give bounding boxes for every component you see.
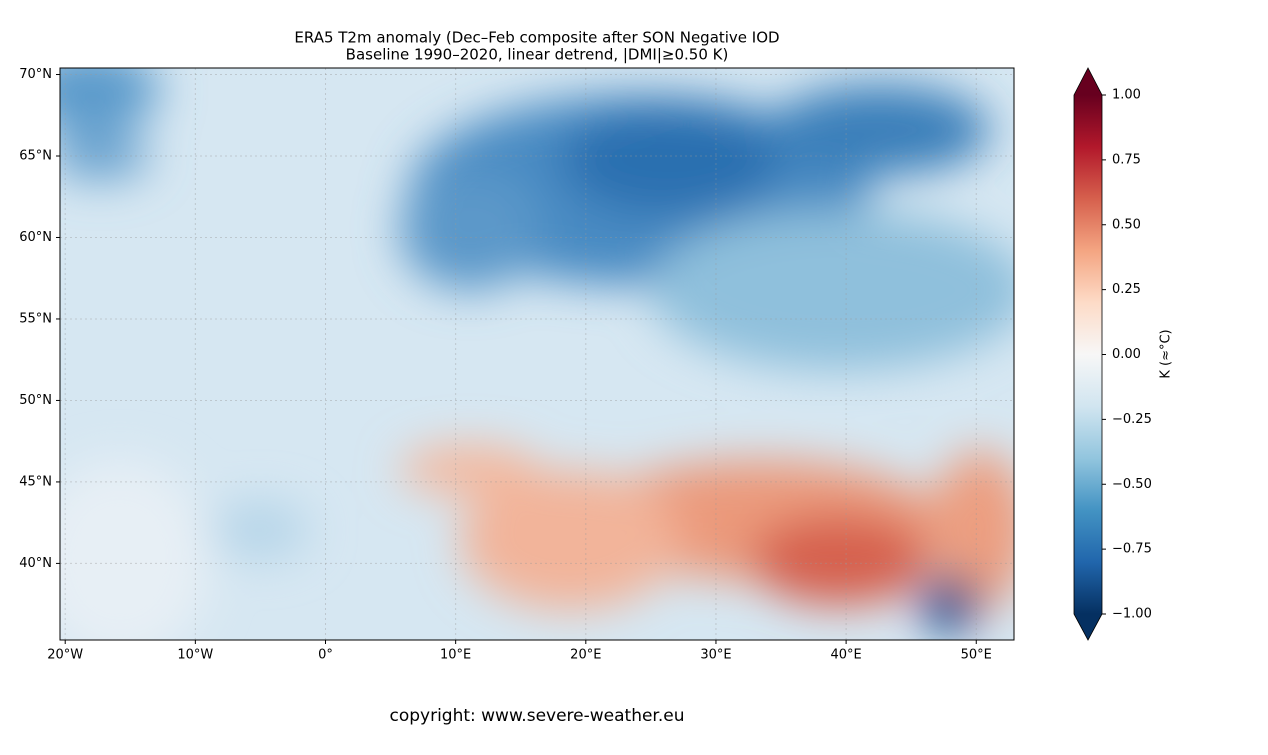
y-tick-label: 45°N (19, 474, 52, 489)
colorbar-tick-label: −0.25 (1112, 412, 1152, 427)
copyright: copyright: www.severe-weather.eu (389, 706, 684, 726)
x-tick-label: 20°E (570, 648, 601, 663)
colorbar-tick-label: 0.50 (1112, 217, 1141, 232)
grid (60, 68, 1014, 640)
chart-title: ERA5 T2m anomaly (Dec–Feb composite afte… (294, 29, 779, 47)
colorbar-tick-label: 0.25 (1112, 282, 1141, 297)
colorbar-tick-label: −0.50 (1112, 477, 1152, 492)
map-frame (59, 67, 1015, 641)
colorbar-tick-label: 0.75 (1112, 152, 1141, 167)
x-tick-label: 40°E (830, 648, 861, 663)
y-tick-label: 50°N (19, 393, 52, 408)
colorbar-bar (1074, 95, 1102, 614)
y-tick-label: 55°N (19, 311, 52, 326)
colorbar-label: K (≈°C) (1159, 329, 1174, 378)
y-tick-label: 40°N (19, 556, 52, 571)
x-tick-label: 10°E (440, 648, 471, 663)
y-tick-label: 65°N (19, 149, 52, 164)
x-tick-label: 30°E (700, 648, 731, 663)
colorbar (1073, 67, 1103, 641)
colorbar-tick-label: −0.75 (1112, 542, 1152, 557)
y-tick-label: 60°N (19, 230, 52, 245)
colorbar-tick-label: −1.00 (1112, 607, 1152, 622)
chart-subtitle: Baseline 1990–2020, linear detrend, |DMI… (346, 46, 729, 64)
x-tick-label: 0° (318, 648, 333, 663)
colorbar-tick-label: 1.00 (1112, 88, 1141, 103)
y-tick-label: 70°N (19, 67, 52, 82)
x-tick-label: 20°W (47, 648, 83, 663)
colorbar-tick-label: 0.00 (1112, 347, 1141, 362)
map-field (60, 68, 1014, 640)
x-tick-label: 50°E (961, 648, 992, 663)
x-tick-label: 10°W (177, 648, 213, 663)
colorbar-extend-max (1074, 68, 1102, 95)
colorbar-extend-min (1074, 614, 1102, 640)
